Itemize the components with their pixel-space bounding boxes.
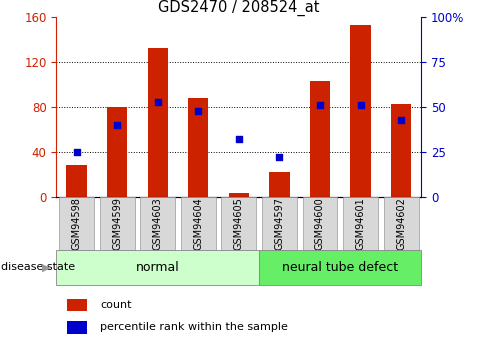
Bar [262, 197, 297, 250]
Point [357, 102, 365, 108]
Bar [391, 104, 411, 197]
Text: ▶: ▶ [42, 263, 50, 272]
Point [113, 122, 121, 128]
Text: GSM94603: GSM94603 [153, 197, 163, 250]
Point [195, 108, 202, 113]
Bar [100, 197, 135, 250]
Bar [310, 81, 330, 197]
Point [397, 117, 405, 122]
Text: GSM94600: GSM94600 [315, 197, 325, 250]
Bar [229, 193, 249, 197]
Bar [343, 197, 378, 250]
Text: neural tube defect: neural tube defect [282, 261, 398, 274]
Bar [181, 197, 216, 250]
Text: normal: normal [136, 261, 180, 274]
Bar [350, 25, 371, 197]
Bar [147, 48, 168, 197]
Point [235, 137, 243, 142]
Point [154, 99, 162, 104]
Point [316, 102, 324, 108]
Bar [270, 172, 290, 197]
Bar [302, 197, 338, 250]
Text: GSM94602: GSM94602 [396, 197, 406, 250]
Text: percentile rank within the sample: percentile rank within the sample [100, 322, 288, 332]
Bar [59, 197, 94, 250]
Bar [107, 107, 127, 197]
Bar [188, 98, 208, 197]
Bar [221, 197, 256, 250]
Text: GSM94597: GSM94597 [274, 197, 284, 250]
Text: GSM94601: GSM94601 [356, 197, 366, 250]
Bar [384, 197, 418, 250]
Bar [67, 165, 87, 197]
Point [73, 149, 80, 155]
Bar [259, 250, 421, 285]
Bar [140, 197, 175, 250]
Text: GSM94598: GSM94598 [72, 197, 82, 250]
Text: GSM94605: GSM94605 [234, 197, 244, 250]
Bar [56, 250, 259, 285]
Point [275, 155, 283, 160]
Title: GDS2470 / 208524_at: GDS2470 / 208524_at [158, 0, 319, 16]
Text: disease state: disease state [1, 263, 75, 272]
Text: count: count [100, 300, 132, 310]
Bar [67, 321, 87, 334]
Text: GSM94604: GSM94604 [194, 197, 203, 250]
Bar [67, 299, 87, 311]
Text: GSM94599: GSM94599 [112, 197, 122, 250]
